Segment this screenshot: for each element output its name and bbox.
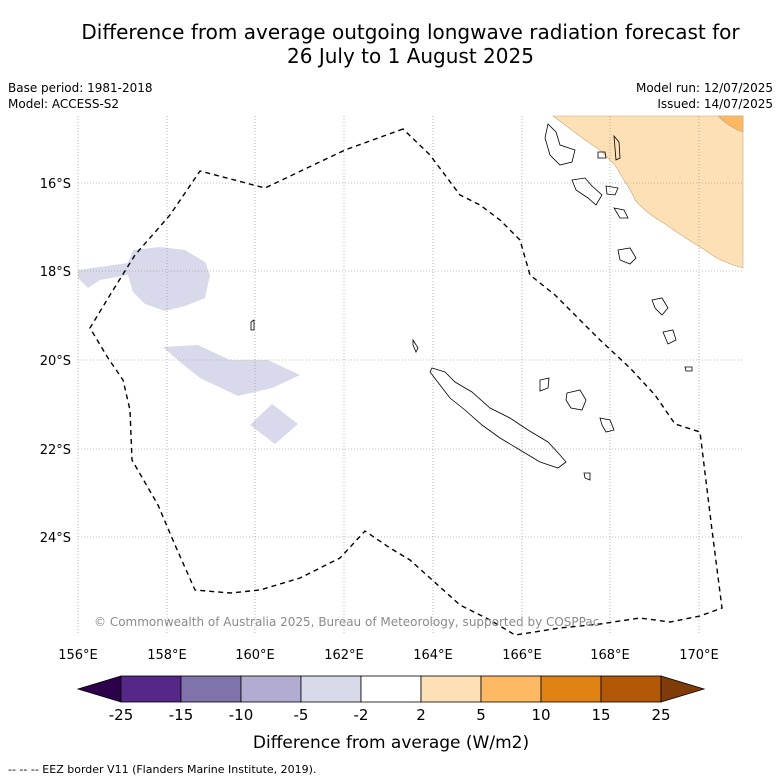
negative-anomaly-region-1 xyxy=(78,247,210,311)
title-line-2: 26 July to 1 August 2025 xyxy=(287,44,534,68)
vanuatu-8 xyxy=(651,297,669,316)
hunter-island xyxy=(684,366,693,372)
vanuatu-9 xyxy=(662,329,677,345)
new-caledonia-coast xyxy=(429,367,567,469)
colorbar-swatch xyxy=(540,675,602,703)
base-period: Base period: 1981-2018 xyxy=(8,81,153,95)
vanuatu-4 xyxy=(571,177,603,206)
lat-label: 16°S xyxy=(40,177,71,192)
colorbar-swatch xyxy=(480,675,542,703)
loyalty-island-3 xyxy=(599,417,615,433)
model-run: Model run: 12/07/2025 xyxy=(635,81,773,95)
lat-tick-labels: 16°S 18°S 20°S 22°S 24°S xyxy=(40,177,71,546)
isle-of-pines xyxy=(583,472,591,481)
negative-anomaly-region-2 xyxy=(163,345,300,396)
eez-legend: -- -- -- EEZ border V11 (Flanders Marine… xyxy=(8,763,317,776)
loyalty-island-1 xyxy=(539,377,550,392)
eez-border xyxy=(89,128,723,636)
colorbar-tick-labels: -25 -15 -10 -5 -2 2 5 10 15 25 xyxy=(109,706,671,724)
copyright-notice: © Commonwealth of Australia 2025, Bureau… xyxy=(94,615,599,629)
belep-island xyxy=(412,338,419,353)
lon-label: 156°E xyxy=(58,648,98,663)
colorbar-swatch-max xyxy=(660,675,706,703)
colorbar-tick: 25 xyxy=(651,706,670,724)
colorbar-swatch xyxy=(360,675,422,703)
lon-tick-labels: 156°E 158°E 160°E 162°E 164°E 166°E 168°… xyxy=(58,648,719,663)
vanuatu-5 xyxy=(605,185,619,196)
colorbar-tick: -15 xyxy=(169,706,194,724)
colorbar-tick: -10 xyxy=(229,706,254,724)
lat-label: 20°S xyxy=(40,354,71,369)
colorbar-swatch xyxy=(600,675,662,703)
model-name: Model: ACCESS-S2 xyxy=(8,97,120,111)
lat-label: 24°S xyxy=(40,531,71,546)
title-line-1: Difference from average outgoing longwav… xyxy=(81,20,740,44)
colorbar-label: Difference from average (W/m2) xyxy=(253,733,529,753)
grid-lines xyxy=(77,116,743,633)
negative-anomaly-region-3 xyxy=(250,404,298,444)
lon-label: 158°E xyxy=(147,648,187,663)
vanuatu-7 xyxy=(617,247,637,265)
colorbar-swatch xyxy=(420,675,482,703)
issued-date: Issued: 14/07/2025 xyxy=(657,97,773,111)
vanuatu-3 xyxy=(597,151,607,159)
colorbar-tick: 10 xyxy=(531,706,550,724)
lon-label: 164°E xyxy=(413,648,453,663)
colorbar-swatch xyxy=(240,675,302,703)
lat-label: 22°S xyxy=(40,443,71,458)
colorbar-tick: -25 xyxy=(109,706,134,724)
meta-left: Base period: 1981-2018 Model: ACCESS-S2 xyxy=(8,80,153,112)
colorbar-tick: 5 xyxy=(476,706,486,724)
colorbar-swatch-min xyxy=(76,675,122,703)
colorbar-swatch xyxy=(300,675,362,703)
lat-label: 18°S xyxy=(40,265,71,280)
colorbar xyxy=(76,675,706,703)
lon-label: 168°E xyxy=(590,648,630,663)
lon-label: 170°E xyxy=(679,648,719,663)
colorbar-tick: -2 xyxy=(354,706,369,724)
vanuatu-6 xyxy=(613,207,629,219)
positive-anomaly-region-strong xyxy=(717,115,744,133)
chart-title: Difference from average outgoing longwav… xyxy=(0,20,781,68)
lon-label: 162°E xyxy=(324,648,364,663)
vanuatu-1 xyxy=(544,123,576,166)
lon-label: 160°E xyxy=(235,648,275,663)
positive-anomaly-region xyxy=(552,115,744,269)
meta-right: Model run: 12/07/2025 Issued: 14/07/2025 xyxy=(636,80,773,112)
lon-label: 166°E xyxy=(502,648,542,663)
loyalty-island-2 xyxy=(565,389,587,411)
colorbar-tick: 15 xyxy=(591,706,610,724)
chesterfield-reef xyxy=(250,319,255,331)
vanuatu-2 xyxy=(613,134,621,161)
colorbar-tick: 2 xyxy=(416,706,426,724)
map-area xyxy=(77,115,744,634)
coastlines xyxy=(250,123,693,481)
colorbar-tick: -5 xyxy=(294,706,309,724)
colorbar-swatch xyxy=(180,675,242,703)
colorbar-swatch xyxy=(120,675,182,703)
